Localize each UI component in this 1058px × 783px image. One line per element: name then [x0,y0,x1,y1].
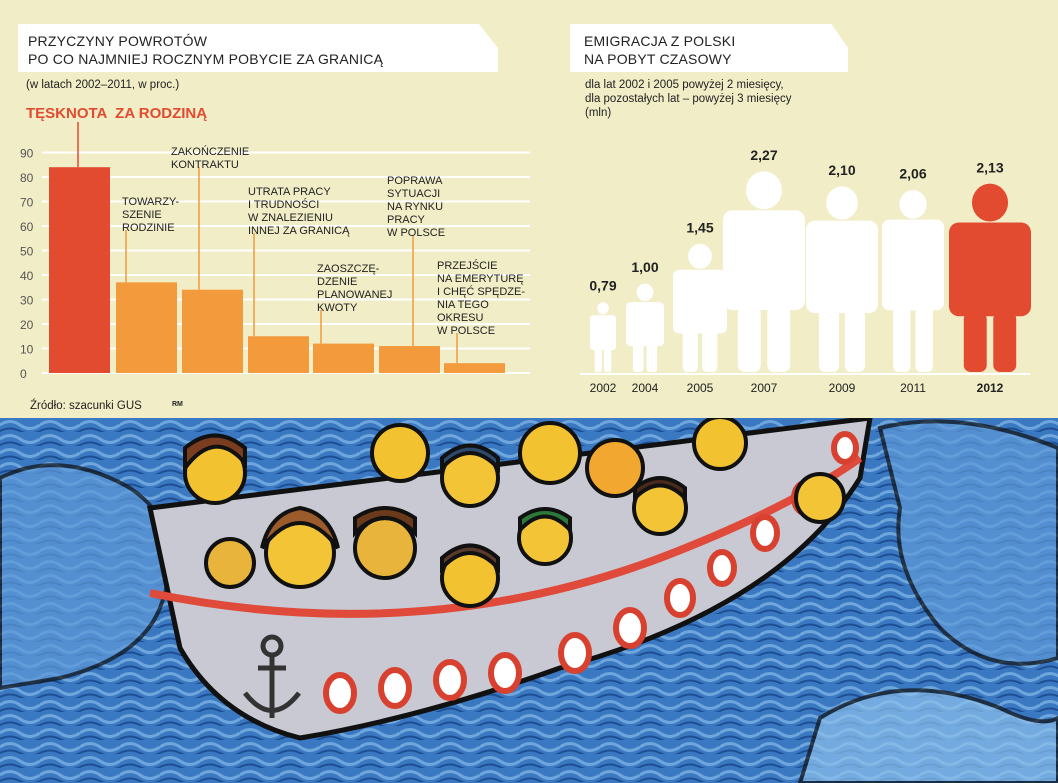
y-tick-label: 90 [20,147,34,161]
left-subtitle: (w latach 2002–2011, w proc.) [26,79,180,91]
category-label: TOWARZY- [122,196,179,208]
migrant-ship-illustration [0,418,1058,783]
category-label: I CHĘĆ SPĘDZE- [437,285,525,298]
value-label: 1,45 [686,219,713,235]
credit-mark: RM [172,401,183,408]
y-tick-label: 20 [20,318,34,332]
right-title-line1: EMIGRACJA Z POLSKI [584,33,736,49]
category-label: W ZNALEZIENIU [248,212,333,224]
year-label: 2009 [829,381,856,395]
person [692,418,748,471]
right-title-box [570,24,848,72]
category-label: RODZINIE [122,222,175,234]
category-label: KWOTY [317,302,358,314]
person-figure [723,171,805,372]
category-label: W POLSCE [387,227,445,239]
year-label: 2007 [751,381,778,395]
year-label: 2004 [632,381,659,395]
y-tick-label: 40 [20,269,34,283]
person-figure [673,243,727,372]
year-label: 2005 [687,381,714,395]
left-title-box [18,24,498,72]
y-tick-label: 80 [20,171,34,185]
person [518,421,582,485]
person [370,423,430,483]
right-title-line2: NA POBYT CZASOWY [584,51,732,67]
category-label: SZENIE [122,209,162,221]
bar [248,336,309,373]
category-label: KONTRAKTU [171,159,239,171]
person-figure [626,283,664,372]
value-label: 2,06 [899,166,926,182]
person-figure [949,183,1031,372]
year-label: 2011 [900,381,926,395]
bar [49,167,110,373]
category-label: PLANOWANEJ [317,289,392,301]
bar [116,282,177,373]
right-note-line3: (mln) [585,107,612,119]
right-note-line2: dla pozostałych lat – powyżej 3 miesięcy [585,93,792,105]
year-label: 2012 [977,381,1004,395]
person [585,438,645,498]
source-note: Źródło: szacunki GUS [30,400,142,412]
category-label: ZAOSZCZĘ- [317,263,380,275]
person-figure [882,190,944,372]
y-tick-label: 70 [20,196,34,210]
infographic-panel: PRZYCZYNY POWROTÓW PO CO NAJMNIEJ ROCZNY… [18,24,1031,412]
person [794,472,846,524]
category-label: UTRATA PRACY [248,186,331,198]
bar [313,343,374,373]
category-label: ZAKOŃCZENIE [171,145,249,158]
category-label: SYTUACJI [387,188,440,200]
category-label: I TRUDNOŚCI [248,198,319,211]
value-label: 0,79 [589,277,616,293]
anchor-icon [243,634,301,718]
category-label: POPRAWA [387,175,443,187]
highlight-label: TĘSKNOTA ZA RODZINĄ [26,105,208,122]
category-label: PRZEJŚCIE [437,259,498,272]
person [204,537,256,589]
y-tick-label: 30 [20,294,34,308]
y-tick-label: 0 [20,367,27,381]
bar [444,363,505,373]
person-figure [590,302,616,372]
category-label: INNEJ ZA GRANICĄ [248,225,350,237]
y-tick-label: 10 [20,343,34,357]
bar [182,289,243,373]
category-label: NIA TEGO [437,299,489,311]
left-title-line2: PO CO NAJMNIEJ ROCZNYM POBYCIE ZA GRANIC… [28,51,384,67]
left-title-line1: PRZYCZYNY POWROTÓW [28,33,208,49]
value-label: 1,00 [631,259,658,275]
year-label: 2002 [590,381,617,395]
category-label: NA RYNKU [387,201,443,213]
bar [379,346,440,373]
y-tick-label: 50 [20,245,34,259]
category-label: NA EMERYTURĘ [437,273,524,285]
category-label: OKRESU [437,312,484,324]
emigration-figure-chart: 0,79 2002 1,00 2004 1,45 2005 2,27 2007 2,10 2009… [580,147,1031,395]
value-label: 2,10 [828,162,855,178]
value-label: 2,27 [750,147,777,163]
returns-bar-chart: 0 10 20 30 40 50 60 70 80 90 TOWARZY-SZENIERODZINI… [20,122,530,381]
value-label: 2,13 [976,160,1003,176]
category-label: DZENIE [317,276,357,288]
category-label: PRACY [387,214,426,226]
y-tick-label: 60 [20,220,34,234]
category-label: W POLSCE [437,325,495,337]
ship-hull [146,418,873,741]
right-note-line1: dla lat 2002 i 2005 powyżej 2 miesięcy, [585,79,784,91]
person-figure [806,186,878,372]
